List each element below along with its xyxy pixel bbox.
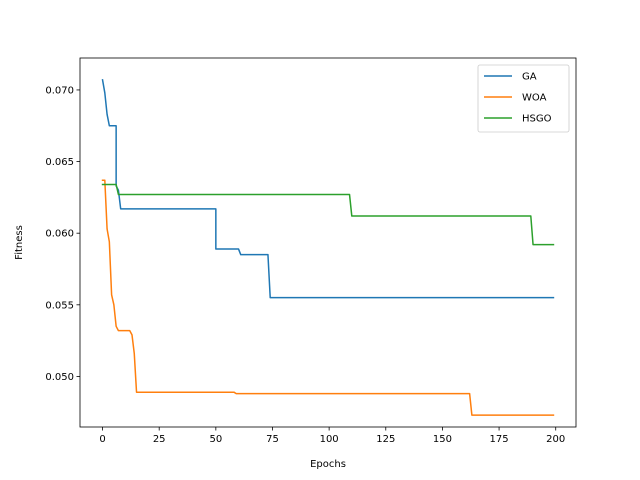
x-tick-label: 200: [546, 434, 565, 445]
x-tick-label: 50: [209, 434, 222, 445]
x-tick-label: 25: [153, 434, 166, 445]
legend: GA WOA HSGO: [477, 64, 570, 133]
y-axis-ticks: 0.050 0.055 0.060 0.065 0.070: [45, 85, 80, 383]
x-tick-label: 125: [376, 434, 395, 445]
y-tick-label: 0.070: [45, 85, 74, 96]
x-tick-label: 75: [266, 434, 279, 445]
y-tick-label: 0.050: [45, 372, 74, 383]
y-tick-label: 0.060: [45, 229, 74, 240]
series-line-ga: [101, 79, 555, 299]
y-axis-label: Fitness: [14, 225, 25, 260]
x-axis-label: Epochs: [310, 459, 346, 470]
x-axis-ticks: 0 25 50 75 100 125 150 175 200: [99, 427, 565, 445]
legend-label-woa: WOA: [522, 93, 547, 104]
x-tick-label: 150: [433, 434, 452, 445]
x-tick-label: 175: [490, 434, 509, 445]
legend-label-ga: GA: [522, 72, 537, 83]
legend-box: [477, 64, 570, 133]
series-line-woa: [101, 179, 555, 416]
legend-label-hsgo: HSGO: [522, 114, 552, 125]
axes-frame: [79, 57, 577, 428]
y-tick-label: 0.065: [45, 157, 74, 168]
x-tick-label: 100: [320, 434, 339, 445]
series-layer: [101, 79, 555, 416]
y-tick-label: 0.055: [45, 300, 74, 311]
x-tick-label: 0: [99, 434, 105, 445]
series-line-hsgo: [101, 183, 555, 246]
